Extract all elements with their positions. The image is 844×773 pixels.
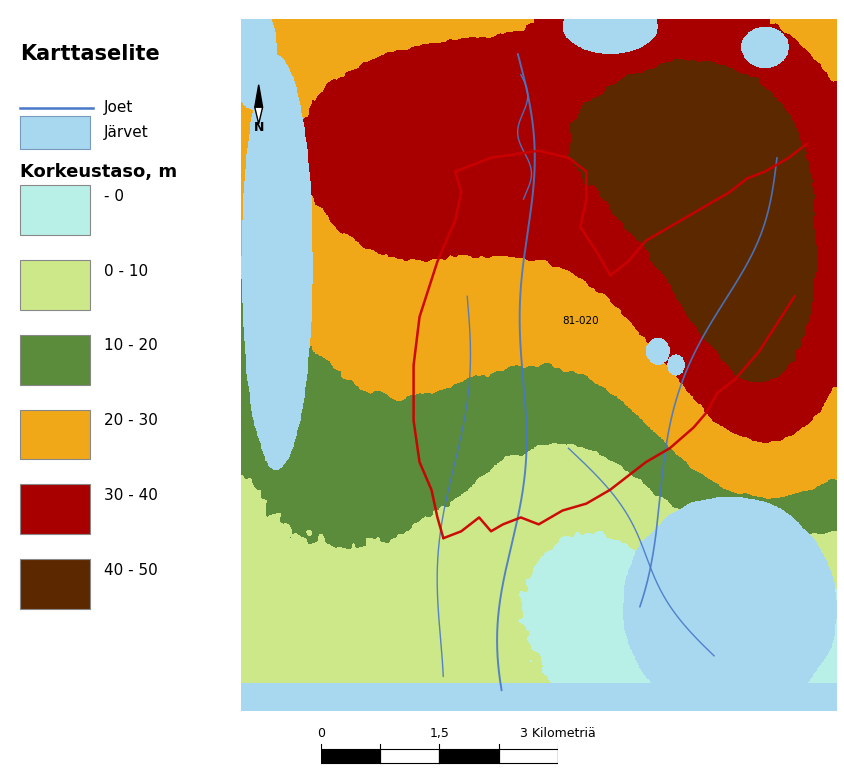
Text: 30 - 40: 30 - 40 (104, 488, 158, 502)
Bar (20, 260, 90, 310)
Polygon shape (255, 107, 262, 124)
Text: 0 - 10: 0 - 10 (104, 264, 148, 278)
Bar (439, 749, 498, 763)
Text: Karttaselite: Karttaselite (20, 43, 160, 63)
Bar (498, 749, 557, 763)
Text: Korkeustaso, m: Korkeustaso, m (20, 163, 177, 181)
Bar (321, 749, 380, 763)
Bar (380, 749, 439, 763)
Text: 0: 0 (316, 727, 325, 740)
Text: 81-020: 81-020 (562, 315, 598, 325)
Text: 1,5: 1,5 (429, 727, 449, 740)
Bar (20, 335, 90, 385)
Text: 40 - 50: 40 - 50 (104, 563, 158, 577)
Text: 10 - 20: 10 - 20 (104, 339, 158, 353)
Bar (20, 410, 90, 459)
Text: - 0: - 0 (104, 189, 124, 204)
Bar (20, 484, 90, 534)
Bar (20, 186, 90, 235)
Text: 3 Kilometriä: 3 Kilometriä (519, 727, 595, 740)
Bar (20, 116, 90, 149)
Polygon shape (255, 85, 262, 107)
Text: 20 - 30: 20 - 30 (104, 413, 158, 428)
Text: Järvet: Järvet (104, 125, 149, 140)
Text: Joet: Joet (104, 100, 133, 115)
Text: N: N (253, 121, 263, 134)
Bar (20, 559, 90, 609)
